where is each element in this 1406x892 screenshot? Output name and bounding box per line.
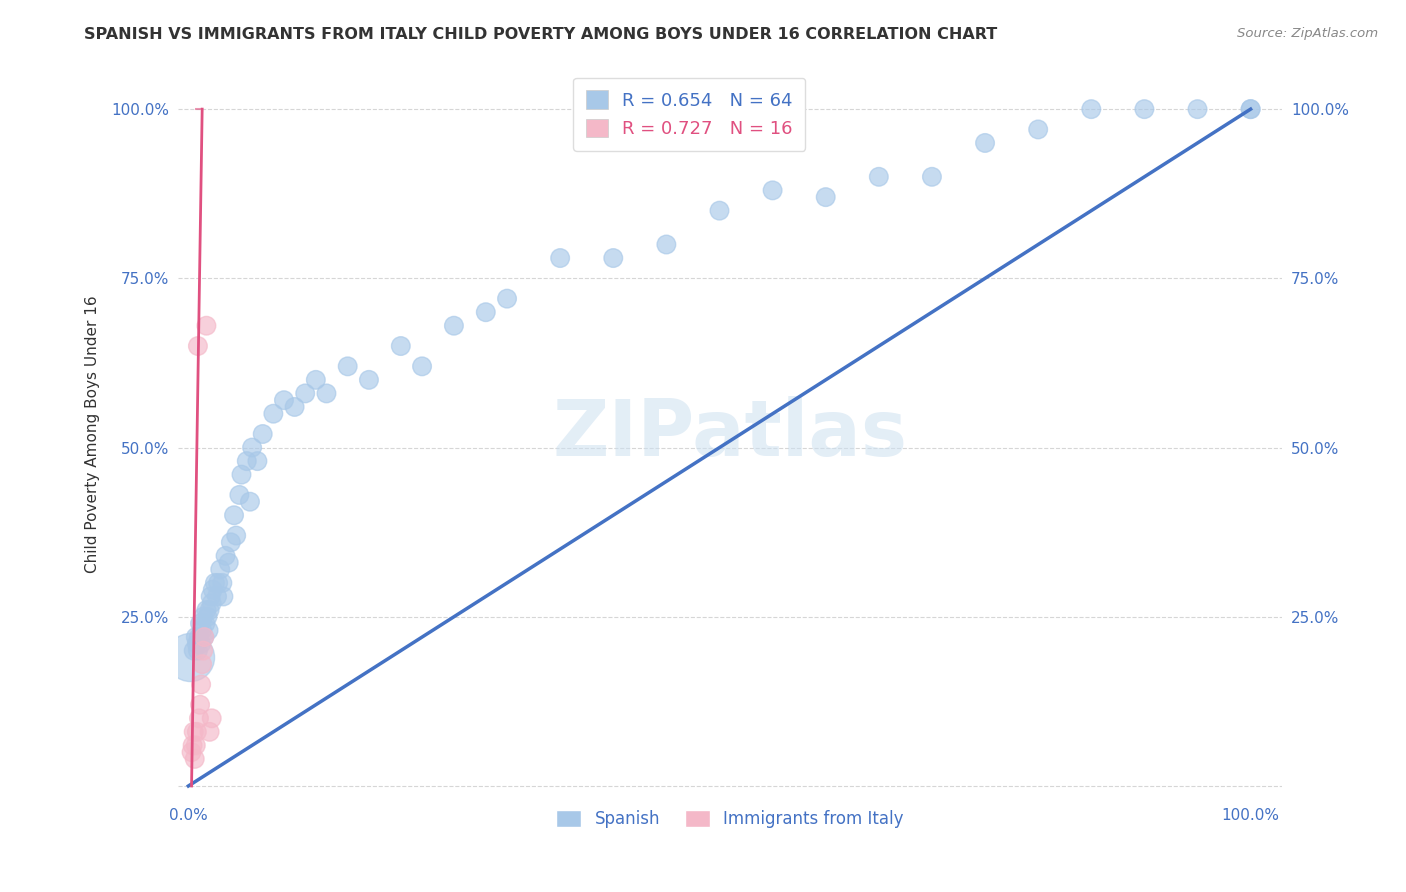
- Text: Source: ZipAtlas.com: Source: ZipAtlas.com: [1237, 27, 1378, 40]
- Point: [222, 508, 245, 523]
- Point: [193, 643, 215, 657]
- Point: [200, 590, 222, 604]
- Point: [709, 203, 731, 218]
- Point: [1080, 102, 1102, 116]
- Point: [239, 494, 262, 508]
- Point: [273, 393, 295, 408]
- Point: [186, 637, 208, 651]
- Point: [186, 724, 208, 739]
- Point: [1133, 102, 1156, 116]
- Point: [193, 609, 215, 624]
- Legend: Spanish, Immigrants from Italy: Spanish, Immigrants from Italy: [550, 804, 911, 835]
- Point: [197, 609, 219, 624]
- Y-axis label: Child Poverty Among Boys Under 16: Child Poverty Among Boys Under 16: [86, 295, 100, 573]
- Point: [195, 318, 218, 333]
- Point: [218, 556, 240, 570]
- Point: [193, 630, 215, 644]
- Point: [207, 576, 229, 591]
- Point: [201, 596, 224, 610]
- Point: [187, 339, 209, 353]
- Point: [211, 576, 233, 591]
- Point: [868, 169, 890, 184]
- Point: [188, 698, 211, 712]
- Point: [195, 603, 218, 617]
- Point: [198, 603, 221, 617]
- Point: [655, 237, 678, 252]
- Point: [475, 305, 498, 319]
- Point: [180, 745, 202, 759]
- Point: [231, 467, 253, 482]
- Point: [496, 292, 519, 306]
- Point: [228, 488, 250, 502]
- Point: [181, 739, 204, 753]
- Point: [443, 318, 465, 333]
- Point: [974, 136, 997, 150]
- Point: [190, 637, 212, 651]
- Point: [336, 359, 359, 374]
- Point: [246, 454, 269, 468]
- Point: [212, 590, 235, 604]
- Point: [315, 386, 337, 401]
- Point: [814, 190, 837, 204]
- Point: [188, 711, 211, 725]
- Point: [252, 427, 274, 442]
- Point: [225, 528, 247, 542]
- Point: [190, 677, 212, 691]
- Point: [204, 576, 226, 591]
- Point: [188, 616, 211, 631]
- Point: [205, 590, 228, 604]
- Point: [184, 630, 207, 644]
- Point: [921, 169, 943, 184]
- Point: [305, 373, 328, 387]
- Point: [1239, 102, 1261, 116]
- Point: [294, 386, 316, 401]
- Point: [198, 724, 221, 739]
- Point: [191, 657, 214, 672]
- Point: [214, 549, 236, 563]
- Point: [602, 251, 624, 265]
- Point: [197, 624, 219, 638]
- Point: [411, 359, 433, 374]
- Point: [357, 373, 380, 387]
- Point: [548, 251, 571, 265]
- Point: [184, 739, 207, 753]
- Point: [191, 624, 214, 638]
- Point: [194, 616, 217, 631]
- Point: [184, 752, 207, 766]
- Point: [183, 724, 205, 739]
- Point: [188, 630, 211, 644]
- Text: SPANISH VS IMMIGRANTS FROM ITALY CHILD POVERTY AMONG BOYS UNDER 16 CORRELATION C: SPANISH VS IMMIGRANTS FROM ITALY CHILD P…: [84, 27, 998, 42]
- Point: [762, 183, 785, 197]
- Point: [236, 454, 259, 468]
- Point: [187, 643, 209, 657]
- Point: [1026, 122, 1049, 136]
- Point: [262, 407, 284, 421]
- Point: [389, 339, 412, 353]
- Point: [179, 650, 201, 665]
- Point: [1187, 102, 1209, 116]
- Point: [183, 643, 205, 657]
- Point: [201, 711, 224, 725]
- Point: [1239, 102, 1261, 116]
- Point: [201, 582, 224, 597]
- Point: [209, 562, 232, 576]
- Point: [219, 535, 242, 549]
- Text: ZIPatlas: ZIPatlas: [553, 396, 908, 472]
- Point: [240, 441, 263, 455]
- Point: [193, 630, 215, 644]
- Point: [284, 400, 307, 414]
